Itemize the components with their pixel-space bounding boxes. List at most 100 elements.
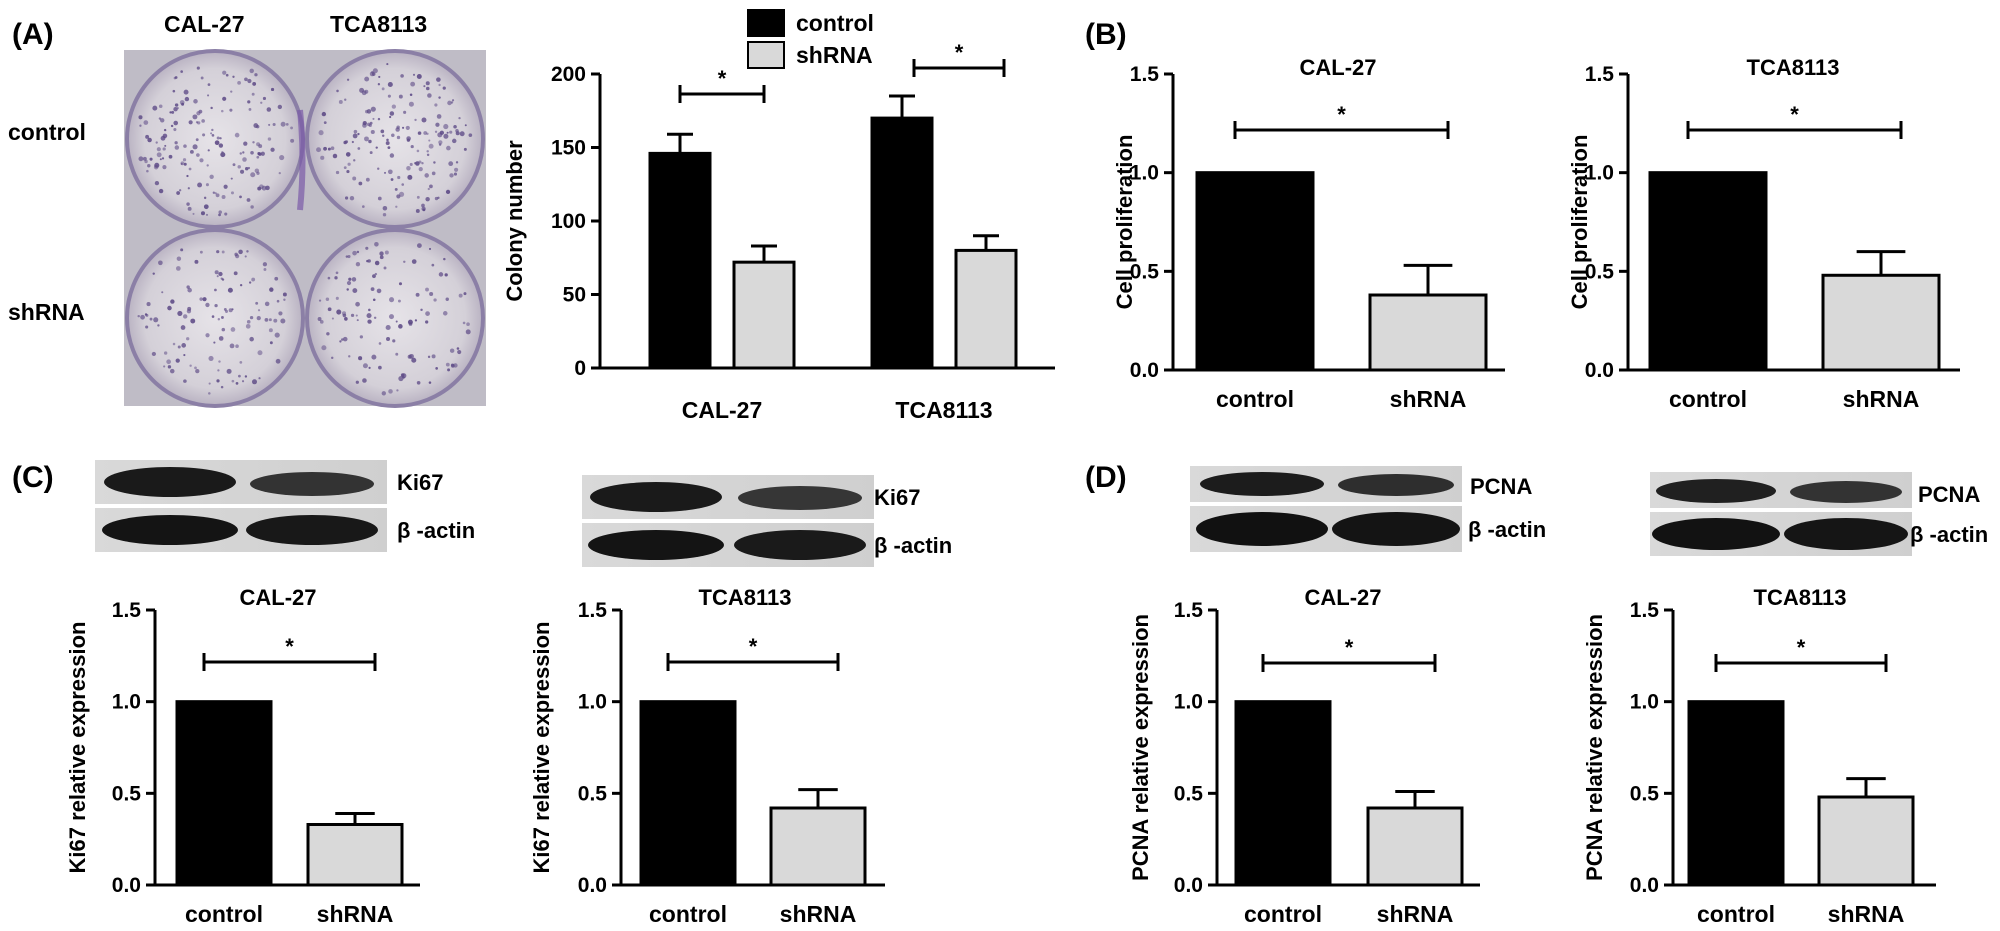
x-category-label: shRNA <box>1828 901 1905 926</box>
colony-dot <box>183 144 187 148</box>
colony-dot <box>409 93 413 96</box>
colony-dot <box>224 212 228 216</box>
plate-col-label-cal27: CAL-27 <box>164 11 245 37</box>
colony-dot <box>153 317 159 323</box>
colony-dot <box>164 144 167 147</box>
colony-dot <box>247 100 251 104</box>
colony-dot <box>277 104 283 110</box>
colony-dot <box>220 277 223 280</box>
colony-dot <box>346 280 352 286</box>
colony-dot <box>438 140 443 145</box>
colony-dot <box>146 169 149 173</box>
colony-dot <box>343 166 347 170</box>
colony-dot <box>153 165 159 170</box>
colony-dot <box>334 276 338 280</box>
colony-dot <box>436 77 441 82</box>
colony-dot <box>174 145 180 150</box>
colony-dot <box>173 127 177 132</box>
colony-dot <box>327 147 331 151</box>
colony-dot <box>202 133 206 137</box>
colony-dot <box>421 203 425 208</box>
chart-colony-number: 0 50 100 150 200 Colony number CAL-27 TCA8113 * *… <box>502 9 1055 423</box>
colony-dot <box>438 83 441 87</box>
y-tick-label: 0.0 <box>578 874 607 897</box>
colony-dot <box>394 187 398 191</box>
colony-dot <box>388 389 393 394</box>
colony-dot <box>320 155 325 160</box>
colony-dot <box>152 272 155 275</box>
colony-dot <box>396 135 401 140</box>
colony-dot <box>232 75 235 78</box>
colony-dot <box>212 191 215 194</box>
blot-label-actin: β -actin <box>874 533 952 558</box>
colony-dot <box>450 363 455 367</box>
colony-dot <box>365 177 370 182</box>
colony-dot <box>228 308 233 313</box>
colony-dot <box>344 98 347 101</box>
colony-dot <box>180 248 184 252</box>
colony-dot <box>383 266 387 270</box>
colony-dot <box>216 275 219 278</box>
colony-dot <box>211 134 215 137</box>
chart-title: CAL-27 <box>1304 585 1381 610</box>
colony-dot <box>449 348 455 353</box>
colony-dot <box>415 161 420 166</box>
colony-dot <box>162 133 168 139</box>
colony-dot <box>186 309 192 314</box>
colony-dot <box>174 103 179 107</box>
colony-dot <box>338 100 343 104</box>
plate-row-label-shrna: shRNA <box>8 299 85 325</box>
colony-dot <box>215 193 220 198</box>
colony-dot <box>149 157 153 161</box>
colony-dot <box>416 149 420 153</box>
colony-dot <box>269 287 274 292</box>
bar-shrna <box>769 806 867 887</box>
colony-dot <box>187 206 192 211</box>
colony-dot <box>209 174 214 179</box>
colony-dot <box>253 123 259 128</box>
colony-dot <box>220 385 224 389</box>
colony-dot <box>251 379 258 385</box>
blot-ki67-tca8113: Ki67 β -actin <box>582 475 952 567</box>
colony-dot <box>403 260 406 263</box>
colony-dot <box>227 287 233 293</box>
colony-dot <box>233 271 238 276</box>
colony-dot <box>254 73 258 77</box>
colony-dot <box>449 173 454 178</box>
colony-dot <box>246 320 251 324</box>
colony-dot <box>397 299 401 303</box>
colony-dot <box>145 313 149 317</box>
significance-star: * <box>718 66 727 91</box>
colony-dot <box>355 301 360 307</box>
colony-dot <box>207 94 210 97</box>
colony-dot <box>321 111 327 117</box>
colony-dot <box>237 80 241 85</box>
colony-dot <box>369 71 375 77</box>
chart-ki67-cal27: 0.0 0.5 1.0 1.5 Ki67 relative expression CAL-… <box>65 585 420 927</box>
y-tick-label: 1.0 <box>1630 691 1659 714</box>
colony-plate-photo <box>124 49 486 408</box>
colony-dot <box>194 366 197 370</box>
colony-dot <box>389 115 392 119</box>
colony-dot <box>352 250 357 256</box>
colony-dot <box>458 116 461 120</box>
legend-label-shrna: shRNA <box>796 42 873 68</box>
colony-dot <box>357 147 361 150</box>
colony-dot <box>415 209 420 213</box>
colony-dot <box>192 114 198 120</box>
colony-dot <box>318 299 322 302</box>
colony-dot <box>162 165 167 170</box>
colony-dot <box>348 277 352 281</box>
colony-dot <box>285 122 289 126</box>
colony-dot <box>465 329 471 335</box>
colony-dot <box>420 308 423 312</box>
colony-dot <box>456 347 460 350</box>
colony-dot <box>245 167 249 171</box>
colony-dot <box>366 313 372 319</box>
colony-dot <box>347 254 351 259</box>
colony-dot <box>323 121 327 125</box>
colony-dot <box>173 120 179 126</box>
colony-dot <box>249 315 254 320</box>
y-tick-label: 1.5 <box>1630 599 1660 622</box>
colony-dot <box>401 373 407 379</box>
